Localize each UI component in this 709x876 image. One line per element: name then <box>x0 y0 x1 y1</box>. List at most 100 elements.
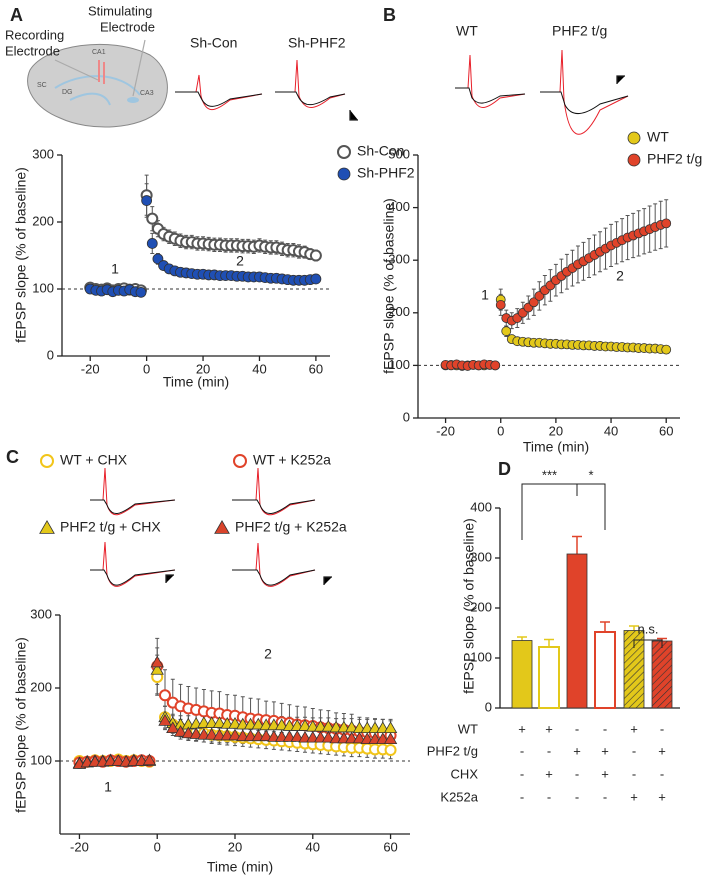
trace-label: Sh-Con <box>190 35 237 51</box>
y-tick-label: 100 <box>388 357 410 372</box>
data-point <box>141 195 153 206</box>
legend-label: Sh-Con <box>357 143 404 159</box>
data-point <box>501 326 512 337</box>
sign: - <box>660 721 664 736</box>
panel-letter: D <box>498 459 511 479</box>
significance-bracket <box>633 639 663 648</box>
bar <box>623 630 645 709</box>
x-axis-label: Time (min) <box>163 374 229 390</box>
y-tick-label: 300 <box>30 606 52 621</box>
data-point <box>150 655 164 668</box>
stimulating-label: Electrode <box>100 19 155 34</box>
x-tick-label: 60 <box>383 839 397 854</box>
significance-label: * <box>588 467 593 482</box>
data-point <box>111 754 126 766</box>
row-label: CHX <box>451 766 479 781</box>
y-tick-label: 200 <box>470 599 492 614</box>
y-tick-label: 0 <box>47 347 54 362</box>
y-tick-label: 300 <box>388 252 410 267</box>
data-point <box>661 218 672 229</box>
significance-label: n.s. <box>638 621 659 636</box>
row-label: PHF2 t/g <box>427 743 478 758</box>
x-tick-label: 0 <box>497 423 504 438</box>
trace-label: PHF2 t/g <box>552 23 607 39</box>
sign: - <box>632 766 636 781</box>
bar <box>538 646 560 709</box>
data-point <box>490 360 501 371</box>
sign: - <box>632 743 636 758</box>
x-tick-label: 60 <box>309 361 323 376</box>
sign: + <box>518 721 526 736</box>
y-axis-label: fEPSP slope (% of baseline) <box>13 637 29 813</box>
data-point <box>173 724 188 737</box>
sign: + <box>630 721 638 736</box>
legend-label: Sh-PHF2 <box>357 165 415 181</box>
annotation: 2 <box>264 646 272 662</box>
y-tick-label: 200 <box>388 304 410 319</box>
sign: - <box>603 789 607 804</box>
region-label: DG <box>62 89 73 96</box>
legend-marker <box>39 519 55 534</box>
data-point <box>274 718 289 731</box>
recording-label: Electrode <box>5 43 60 58</box>
sign: + <box>573 743 581 758</box>
sign: - <box>603 721 607 736</box>
data-point <box>146 212 159 225</box>
legend-marker <box>337 167 351 181</box>
bar <box>651 640 673 709</box>
significance-bracket <box>521 483 578 540</box>
sign: - <box>575 766 579 781</box>
x-tick-label: 20 <box>549 423 563 438</box>
x-tick-label: 40 <box>604 423 618 438</box>
sign: + <box>658 743 666 758</box>
x-tick-label: -20 <box>70 839 89 854</box>
stimulating-label: Stimulating <box>88 3 152 18</box>
data-point <box>212 716 227 728</box>
annotation: 2 <box>616 268 624 284</box>
y-axis-label: fEPSP slope (% of baseline) <box>381 198 397 374</box>
panel-letter: C <box>6 447 19 467</box>
data-point <box>383 721 398 734</box>
error-bar <box>629 625 639 631</box>
y-tick-label: 100 <box>32 280 54 295</box>
x-tick-label: 20 <box>196 361 210 376</box>
sign: - <box>520 766 524 781</box>
bar <box>566 553 588 709</box>
sign: - <box>520 743 524 758</box>
x-tick-label: 0 <box>154 839 161 854</box>
data-point <box>309 249 322 262</box>
data-point <box>259 729 273 742</box>
y-tick-label: 300 <box>32 146 54 161</box>
x-tick-label: -20 <box>436 423 455 438</box>
data-point <box>166 721 180 734</box>
data-point <box>146 238 158 249</box>
x-tick-label: 60 <box>659 423 673 438</box>
data-point <box>290 730 304 742</box>
y-tick-label: 300 <box>470 549 492 564</box>
sign: + <box>630 789 638 804</box>
x-tick-label: -20 <box>81 361 100 376</box>
y-tick-label: 0 <box>403 409 410 424</box>
error-bar <box>544 638 554 647</box>
y-axis-label: fEPSP slope (% of baseline) <box>13 167 29 343</box>
legend-marker <box>337 145 351 159</box>
sign: - <box>575 789 579 804</box>
legend-label: PHF2 t/g + CHX <box>60 519 161 535</box>
data-point <box>383 732 398 744</box>
sign: - <box>575 721 579 736</box>
data-point <box>661 344 672 355</box>
data-point <box>150 662 164 675</box>
legend-label: PHF2 t/g + K252a <box>235 519 347 535</box>
panel-letter: A <box>10 5 23 25</box>
sign: - <box>660 766 664 781</box>
y-tick-label: 100 <box>30 752 52 767</box>
sign: + <box>545 766 553 781</box>
legend-label: WT + CHX <box>60 452 128 468</box>
y-tick-label: 200 <box>30 679 52 694</box>
row-label: K252a <box>440 789 478 804</box>
error-bar <box>600 621 610 632</box>
legend-marker <box>627 131 641 145</box>
significance-label: *** <box>542 467 557 482</box>
sign: + <box>601 766 609 781</box>
